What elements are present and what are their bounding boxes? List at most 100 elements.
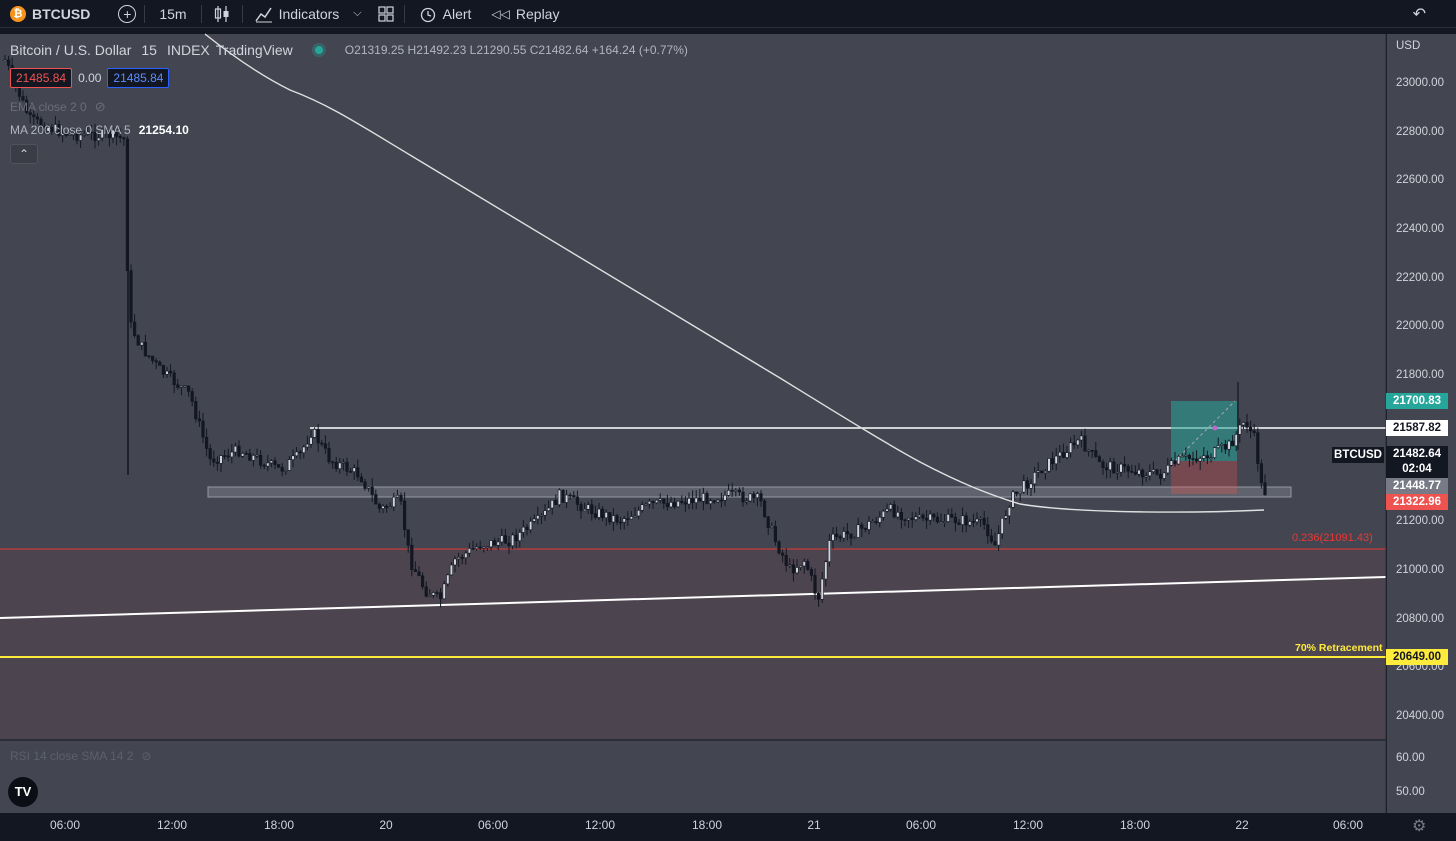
- candle-body: [428, 595, 432, 597]
- bid-ask: 21485.84 0.00 21485.84: [10, 68, 170, 88]
- close-value: 21482.64: [538, 43, 589, 57]
- candle-body: [932, 513, 936, 518]
- undo-button[interactable]: ↶: [1405, 0, 1434, 27]
- candle-body: [935, 516, 939, 523]
- candle-body: [492, 540, 497, 546]
- buy-price-button[interactable]: 21485.84: [107, 68, 170, 88]
- candle-body: [129, 270, 133, 323]
- undo-icon: ↶: [1412, 5, 1426, 23]
- symbol-legend[interactable]: Bitcoin / U.S. Dollar 15 INDEX TradingVi…: [10, 42, 688, 58]
- candle-body: [244, 453, 248, 455]
- candle-body: [917, 514, 921, 518]
- time-axis[interactable]: [0, 813, 1456, 841]
- chart-type-button[interactable]: [202, 0, 242, 27]
- candle-body: [334, 462, 338, 469]
- ma-200-line[interactable]: [204, 33, 1265, 513]
- eye-crossed-icon[interactable]: ⊘: [94, 99, 106, 114]
- candle-body: [154, 360, 158, 363]
- candle-body: [881, 510, 885, 518]
- alert-label: Alert: [442, 5, 472, 22]
- candle-body: [741, 491, 745, 503]
- candle-body: [345, 461, 349, 472]
- ma-legend[interactable]: MA 200 close 0 SMA 5 21254.10: [10, 123, 189, 137]
- rsi-pane[interactable]: [0, 741, 1386, 813]
- candle-body: [608, 512, 612, 523]
- candles[interactable]: [3, 54, 1267, 608]
- candle-body: [100, 128, 104, 139]
- sell-price-button[interactable]: 21485.84: [10, 68, 73, 88]
- candle-body: [968, 521, 972, 526]
- candle-body: [280, 466, 284, 472]
- candle-body: [896, 512, 900, 518]
- candle-body: [496, 541, 500, 546]
- candle-body: [662, 498, 666, 504]
- price-tick: 21800.00: [1396, 369, 1444, 381]
- ema-legend[interactable]: EMA close 2 0 ⊘: [10, 99, 106, 115]
- candle-body: [338, 462, 342, 469]
- candle-body: [438, 592, 443, 600]
- long-position-stop[interactable]: [1171, 461, 1237, 494]
- time-tick: 06:00: [905, 818, 937, 832]
- indicators-button[interactable]: Indicators: [243, 0, 348, 27]
- interval-button[interactable]: 15m: [145, 0, 200, 27]
- close-label: C: [529, 43, 539, 57]
- candle-body: [1087, 450, 1091, 452]
- candle-body: [996, 533, 1001, 546]
- candle-body: [1036, 470, 1040, 473]
- compare-button[interactable]: +: [110, 0, 144, 27]
- candle-body: [1234, 434, 1238, 447]
- candle-body: [298, 451, 302, 454]
- candle-body: [1133, 471, 1137, 475]
- candle-body: [669, 502, 673, 508]
- candle-body: [133, 321, 137, 336]
- candle-body: [651, 501, 655, 504]
- change-value: +164.24 (+0.77%): [591, 43, 688, 57]
- candle-body: [122, 137, 126, 140]
- settings-gear-icon[interactable]: ⚙: [1412, 818, 1427, 835]
- symbol-search[interactable]: ₿ BTCUSD: [0, 0, 98, 27]
- indicators-dropdown[interactable]: ⌵: [347, 0, 367, 27]
- rsi-legend[interactable]: RSI 14 close SMA 14 2 ⊘: [10, 749, 151, 763]
- candle-body: [136, 335, 140, 346]
- candle-body: [676, 500, 680, 508]
- currency-label[interactable]: USD: [1396, 40, 1421, 52]
- candle-body: [622, 518, 626, 523]
- candle-body: [374, 494, 378, 505]
- high-value: 21492.23: [416, 43, 467, 57]
- time-tick: 12:00: [584, 818, 616, 832]
- candle-body: [291, 455, 295, 460]
- candle-body: [521, 526, 525, 533]
- candle-body: [179, 385, 184, 388]
- candle-body: [269, 460, 274, 464]
- candle-body: [32, 114, 36, 118]
- time-tick: 20: [379, 818, 393, 832]
- candle-body: [960, 515, 965, 525]
- candle-body: [834, 533, 839, 537]
- eye-crossed-icon[interactable]: ⊘: [141, 749, 152, 763]
- price-tick: 21000.00: [1396, 564, 1444, 576]
- candle-body: [424, 586, 428, 597]
- collapse-legend-button[interactable]: ⌃: [10, 144, 38, 164]
- candle-body: [1177, 456, 1181, 465]
- candle-body: [485, 546, 490, 549]
- tradingview-logo[interactable]: TV: [8, 777, 38, 807]
- candle-body: [143, 341, 148, 357]
- alert-button[interactable]: Alert: [405, 0, 482, 27]
- candle-body: [762, 500, 767, 518]
- candle-body: [28, 112, 32, 115]
- candle-body: [42, 125, 47, 132]
- trendline[interactable]: [0, 576, 1387, 619]
- candle-body: [71, 133, 75, 136]
- candle-body: [449, 564, 454, 576]
- replay-button[interactable]: ◁◁ Replay: [481, 0, 569, 27]
- layout-button[interactable]: [368, 0, 404, 27]
- candle-body: [1162, 472, 1166, 479]
- candle-body: [1112, 461, 1116, 474]
- ma-label: MA 200 close 0 SMA 5: [10, 123, 131, 137]
- candle-body: [172, 372, 176, 385]
- grid-icon: [378, 5, 394, 22]
- candle-body: [597, 508, 601, 518]
- candle-body: [590, 504, 594, 515]
- candle-body: [323, 443, 328, 449]
